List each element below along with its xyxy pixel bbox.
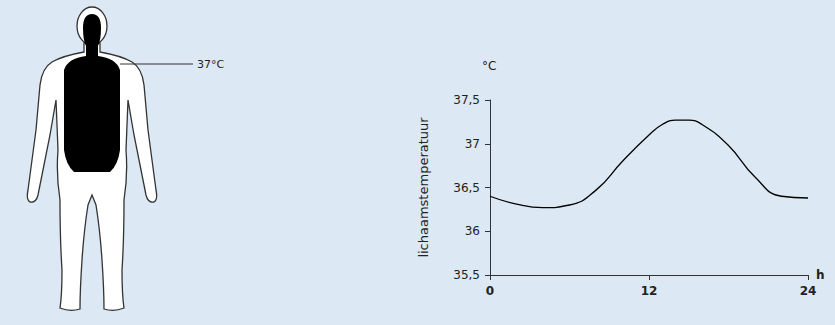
svg-text:12: 12 [641, 284, 658, 298]
svg-text:h: h [816, 268, 825, 282]
svg-text:37°C: 37°C [197, 58, 224, 71]
svg-text:lichaamstemperatuur: lichaamstemperatuur [416, 117, 431, 258]
svg-text:35,5: 35,5 [453, 268, 480, 282]
svg-text:36: 36 [465, 224, 480, 238]
svg-text:36,5: 36,5 [453, 181, 480, 195]
svg-text:37: 37 [465, 137, 480, 151]
svg-text:°C: °C [482, 59, 496, 73]
svg-text:0: 0 [486, 284, 494, 298]
svg-text:24: 24 [800, 284, 817, 298]
svg-text:37,5: 37,5 [453, 93, 480, 107]
